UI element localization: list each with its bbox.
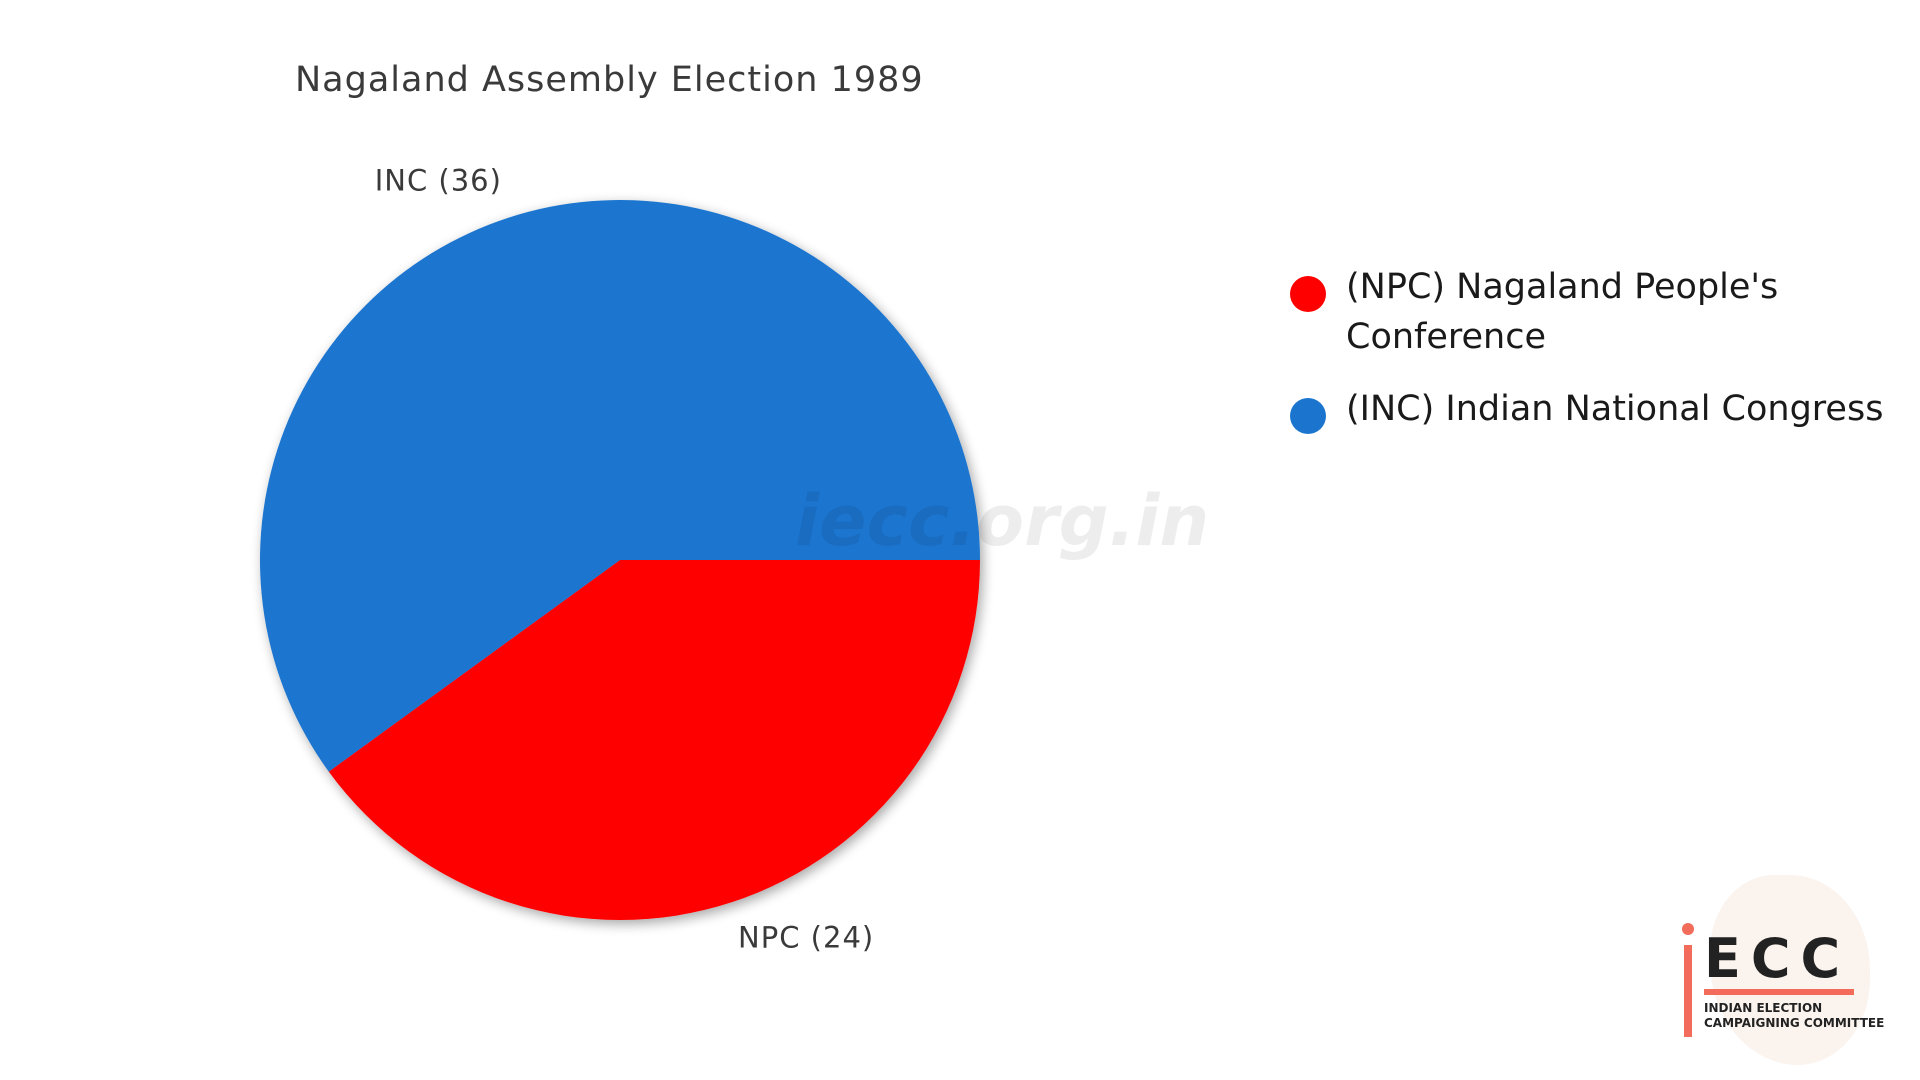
legend: (NPC) Nagaland People's Conference (INC)… (1290, 262, 1910, 456)
iecc-logo: ECC INDIAN ELECTION CAMPAIGNING COMMITTE… (1670, 865, 1890, 1075)
logo-subtitle-line2: CAMPAIGNING COMMITTEE (1704, 1016, 1885, 1030)
legend-label-inc: (INC) Indian National Congress (1346, 389, 1884, 429)
pie-slices (260, 200, 981, 921)
pie-slice-inc[interactable] (260, 200, 981, 772)
watermark-text: iecc.org.in (795, 480, 1209, 562)
logo-i-bar (1684, 945, 1692, 1037)
slice-labels: NPC (24) INC (36) (375, 164, 874, 955)
legend-label-npc: (NPC) Nagaland People's Conference (1346, 267, 1779, 357)
legend-item-npc[interactable]: (NPC) Nagaland People's Conference (1290, 262, 1910, 362)
slice-label-inc: INC (36) (375, 164, 502, 198)
chart-title: Nagaland Assembly Election 1989 (295, 60, 924, 100)
legend-marker-inc (1290, 398, 1326, 434)
legend-item-inc[interactable]: (INC) Indian National Congress (1290, 384, 1910, 434)
logo-letters: ECC (1704, 927, 1851, 990)
legend-marker-npc (1290, 276, 1326, 312)
logo-map-shape (1710, 875, 1870, 1065)
pie-slice-npc[interactable] (328, 560, 980, 921)
logo-rule (1704, 989, 1854, 995)
logo-i-dot (1682, 923, 1694, 935)
slice-label-npc: NPC (24) (738, 920, 874, 954)
logo-subtitle: INDIAN ELECTION CAMPAIGNING COMMITTEE (1704, 1001, 1894, 1031)
logo-subtitle-line1: INDIAN ELECTION (1704, 1001, 1823, 1015)
